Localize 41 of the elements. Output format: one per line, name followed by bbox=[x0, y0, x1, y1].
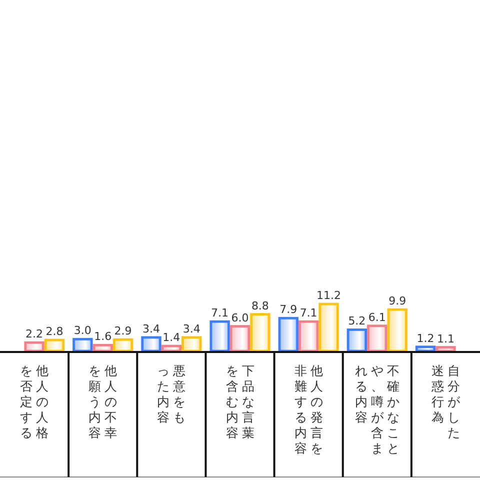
x-tick-label: 他人の発言を非難する内容 bbox=[294, 363, 326, 456]
bar bbox=[250, 313, 270, 352]
data-label: 5.2 bbox=[348, 314, 366, 328]
data-label: 2.9 bbox=[114, 324, 132, 338]
bar bbox=[44, 338, 65, 352]
bar bbox=[387, 308, 408, 352]
bar bbox=[298, 320, 319, 352]
bar bbox=[112, 338, 134, 352]
bar bbox=[210, 320, 230, 352]
data-label: 7.1 bbox=[300, 306, 318, 320]
bar bbox=[72, 338, 93, 352]
data-label: 6.1 bbox=[368, 310, 386, 324]
x-tick-label: 下品な言葉を含む内容 bbox=[226, 363, 258, 440]
data-label: 1.6 bbox=[94, 330, 112, 344]
data-label: 3.4 bbox=[182, 322, 200, 336]
bar bbox=[278, 316, 298, 352]
data-label: 7.1 bbox=[211, 306, 229, 320]
data-label: 3.4 bbox=[142, 322, 160, 336]
data-label: 8.8 bbox=[251, 299, 269, 312]
bar bbox=[230, 325, 250, 352]
data-label: 2.2 bbox=[26, 328, 44, 341]
data-label: 9.9 bbox=[388, 294, 406, 308]
bar bbox=[182, 336, 202, 352]
x-tick-label: 不確かなことや、噂が含まれる内容 bbox=[354, 363, 402, 456]
x-tick-label: 他人の人格を否定する bbox=[20, 363, 52, 440]
data-label: 1.1 bbox=[436, 332, 454, 346]
data-label: 1.2 bbox=[416, 332, 434, 345]
bar bbox=[367, 324, 388, 352]
bar bbox=[318, 302, 339, 352]
data-label: 11.2 bbox=[316, 289, 342, 302]
data-label: 6.0 bbox=[231, 311, 249, 324]
bar bbox=[141, 336, 162, 352]
data-label: 7.9 bbox=[280, 303, 298, 316]
x-tick-label: 自分がした迷惑行為 bbox=[430, 363, 463, 440]
x-tick-label: 悪意をもった内容 bbox=[157, 363, 189, 424]
x-tick-label: 他人の不幸を願う内容 bbox=[88, 363, 120, 440]
data-label: 2.8 bbox=[46, 325, 64, 338]
bar bbox=[24, 341, 44, 352]
bar bbox=[346, 328, 368, 352]
data-label: 1.4 bbox=[162, 331, 180, 344]
data-label: 3.0 bbox=[74, 324, 92, 338]
